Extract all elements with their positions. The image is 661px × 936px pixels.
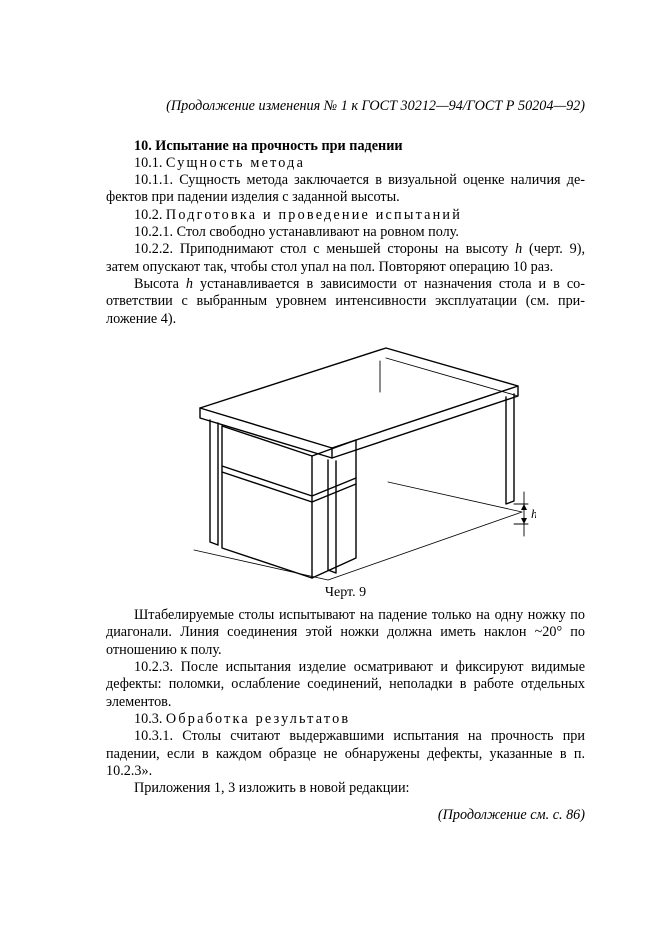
section-10-heading: 10. Испытание на прочность при падении — [106, 138, 585, 155]
clause-10-2-2-cont: Высота h устанавливается в зависимости о… — [106, 276, 585, 328]
section-number: 10. — [134, 138, 152, 154]
clause-number: 10.3. — [134, 711, 162, 727]
continuation-note: (Продолжение см. с. 86) — [106, 807, 585, 824]
var-h: h — [186, 276, 193, 292]
clause-title: Подготовка и проведение испытаний — [166, 207, 462, 223]
clause-title: Обработка результатов — [166, 711, 350, 727]
clause-10-1: 10.1. Сущность метода — [106, 155, 585, 172]
text-run: Высота — [134, 276, 186, 292]
figure-caption: Черт. 9 — [106, 584, 585, 601]
clause-10-2-3: 10.2.3. После испытания изделие осматрив… — [106, 659, 585, 711]
running-header: (Продолжение изменения № 1 к ГОСТ 30212—… — [106, 98, 585, 115]
para-stackable: Штабелируемые столы испытывают на падени… — [106, 607, 585, 659]
clause-10-2: 10.2. Подготовка и проведение испытаний — [106, 207, 585, 224]
dim-label-h: h — [531, 506, 536, 521]
clause-10-1-1: 10.1.1. Сущность метода заключается в ви… — [106, 172, 585, 207]
clause-10-2-1: 10.2.1. Стол свободно устанавливают на р… — [106, 224, 585, 241]
clause-10-2-2: 10.2.2. Приподнимают стол с меньшей стор… — [106, 241, 585, 276]
clause-10-3-1: 10.3.1. Столы считают выдержавшими испыт… — [106, 728, 585, 780]
section-title: Испытание на прочность при падении — [155, 138, 402, 154]
desk-drawing-icon: h — [156, 334, 536, 582]
para-appendices: Приложения 1, 3 изложить в новой редакци… — [106, 780, 585, 797]
document-page: (Продолжение изменения № 1 к ГОСТ 30212—… — [0, 0, 661, 936]
clause-number: 10.2. — [134, 207, 162, 223]
text-run: 10.2.2. Приподнимают стол с меньшей стор… — [134, 241, 515, 257]
clause-10-3: 10.3. Обработка результатов — [106, 711, 585, 728]
clause-number: 10.1. — [134, 155, 162, 171]
clause-title: Сущность метода — [166, 155, 305, 171]
figure-9: h — [106, 334, 585, 582]
